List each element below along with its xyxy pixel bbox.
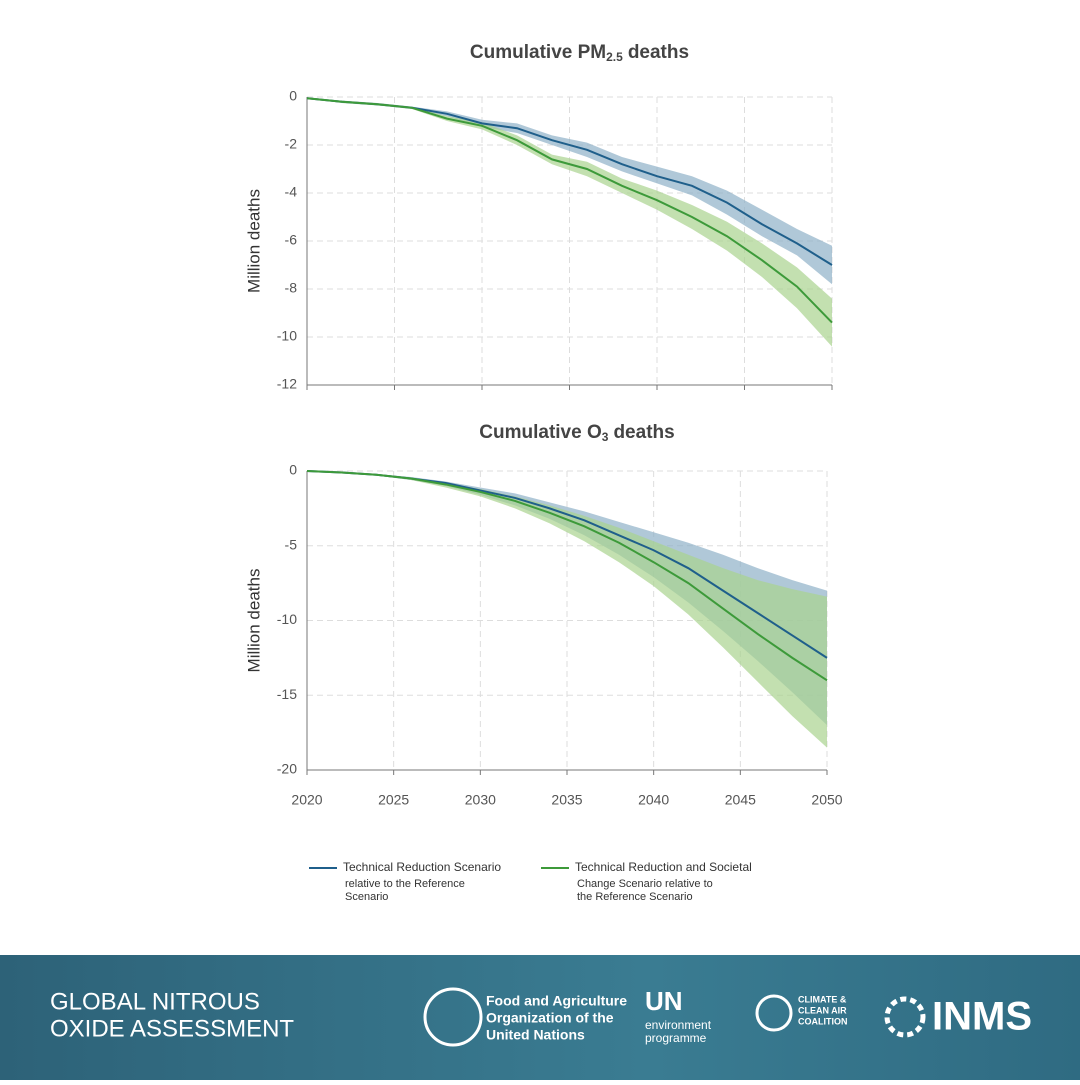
y-tick-label: -12 bbox=[277, 376, 297, 392]
ccac-name: COALITION bbox=[798, 1016, 848, 1026]
y-tick-label: -8 bbox=[285, 280, 298, 296]
fao-name: Organization of the bbox=[486, 1010, 614, 1026]
chart-title: Cumulative O3 deaths bbox=[479, 422, 674, 444]
title-text: Cumulative PM bbox=[470, 42, 606, 63]
series-line bbox=[306, 470, 828, 682]
legend-label: Technical Reduction Scenario bbox=[343, 860, 501, 874]
y-tick-label: -10 bbox=[277, 611, 297, 627]
legend-label: Scenario bbox=[345, 891, 388, 903]
y-tick-label: -15 bbox=[277, 686, 297, 702]
title-text: deaths bbox=[628, 42, 689, 63]
legend-label: Technical Reduction and Societal bbox=[575, 860, 752, 874]
footer-title: OXIDE ASSESSMENT bbox=[50, 1015, 294, 1042]
fao-logo bbox=[423, 987, 483, 1047]
ccac-name: CLEAN AIR bbox=[798, 1005, 847, 1015]
unep-logo: UN bbox=[645, 986, 683, 1016]
title-subscript: 2.5 bbox=[606, 50, 623, 64]
y-tick-label: -20 bbox=[277, 761, 297, 777]
y-tick-label: 0 bbox=[289, 88, 297, 104]
series-line bbox=[306, 97, 833, 324]
ccac-logo bbox=[755, 994, 793, 1032]
inms-logo bbox=[884, 996, 926, 1038]
chart: Cumulative PM2.5 deaths Million deaths 0 -2 -… bbox=[244, 42, 842, 903]
y-tick-label: -4 bbox=[285, 184, 298, 200]
x-tick-label: 2020 bbox=[291, 792, 322, 808]
x-tick-label: 2040 bbox=[638, 792, 669, 808]
footer: GLOBAL NITROUS OXIDE ASSESSMENT Food and… bbox=[0, 955, 1080, 1080]
y-tick-label: -2 bbox=[285, 136, 298, 152]
y-tick-label: -10 bbox=[277, 328, 297, 344]
fao-name: United Nations bbox=[486, 1027, 585, 1043]
footer-logos: GLOBAL NITROUS OXIDE ASSESSMENT Food and… bbox=[50, 986, 1032, 1047]
confidence-band bbox=[307, 98, 832, 347]
footer-title: GLOBAL NITROUS bbox=[50, 988, 260, 1015]
x-tick-label: 2025 bbox=[378, 792, 409, 808]
inms-name: INMS bbox=[932, 995, 1032, 1039]
title-subscript: 3 bbox=[602, 430, 609, 444]
y-tick-label: 0 bbox=[289, 462, 297, 478]
ccac-name: CLIMATE & bbox=[798, 994, 847, 1004]
fao-name: Food and Agriculture bbox=[486, 993, 627, 1009]
x-tick-label: 2035 bbox=[551, 792, 582, 808]
confidence-band bbox=[307, 98, 832, 285]
y-axis-label: Million deaths bbox=[244, 189, 263, 293]
title-text: Cumulative O bbox=[479, 422, 601, 443]
x-tick-label: 2030 bbox=[465, 792, 496, 808]
legend-label: relative to the Reference bbox=[345, 878, 465, 890]
y-tick-label: -5 bbox=[285, 536, 298, 552]
y-tick-label: -6 bbox=[285, 232, 298, 248]
unep-name: programme bbox=[645, 1031, 707, 1045]
legend-label: Change Scenario relative to bbox=[577, 878, 713, 890]
x-tick-label: 2045 bbox=[725, 792, 756, 808]
title-text: deaths bbox=[613, 422, 674, 443]
chart-title: Cumulative PM2.5 deaths bbox=[470, 42, 689, 64]
legend-label: the Reference Scenario bbox=[577, 891, 693, 903]
x-tick-label: 2050 bbox=[811, 792, 842, 808]
y-axis-label: Million deaths bbox=[244, 569, 263, 673]
unep-name: environment bbox=[645, 1018, 712, 1032]
